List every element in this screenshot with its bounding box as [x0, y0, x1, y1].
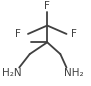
- Text: F: F: [15, 29, 21, 39]
- Text: F: F: [44, 1, 50, 11]
- Text: NH₂: NH₂: [64, 68, 83, 78]
- Text: H₂N: H₂N: [2, 68, 21, 78]
- Text: F: F: [71, 29, 76, 39]
